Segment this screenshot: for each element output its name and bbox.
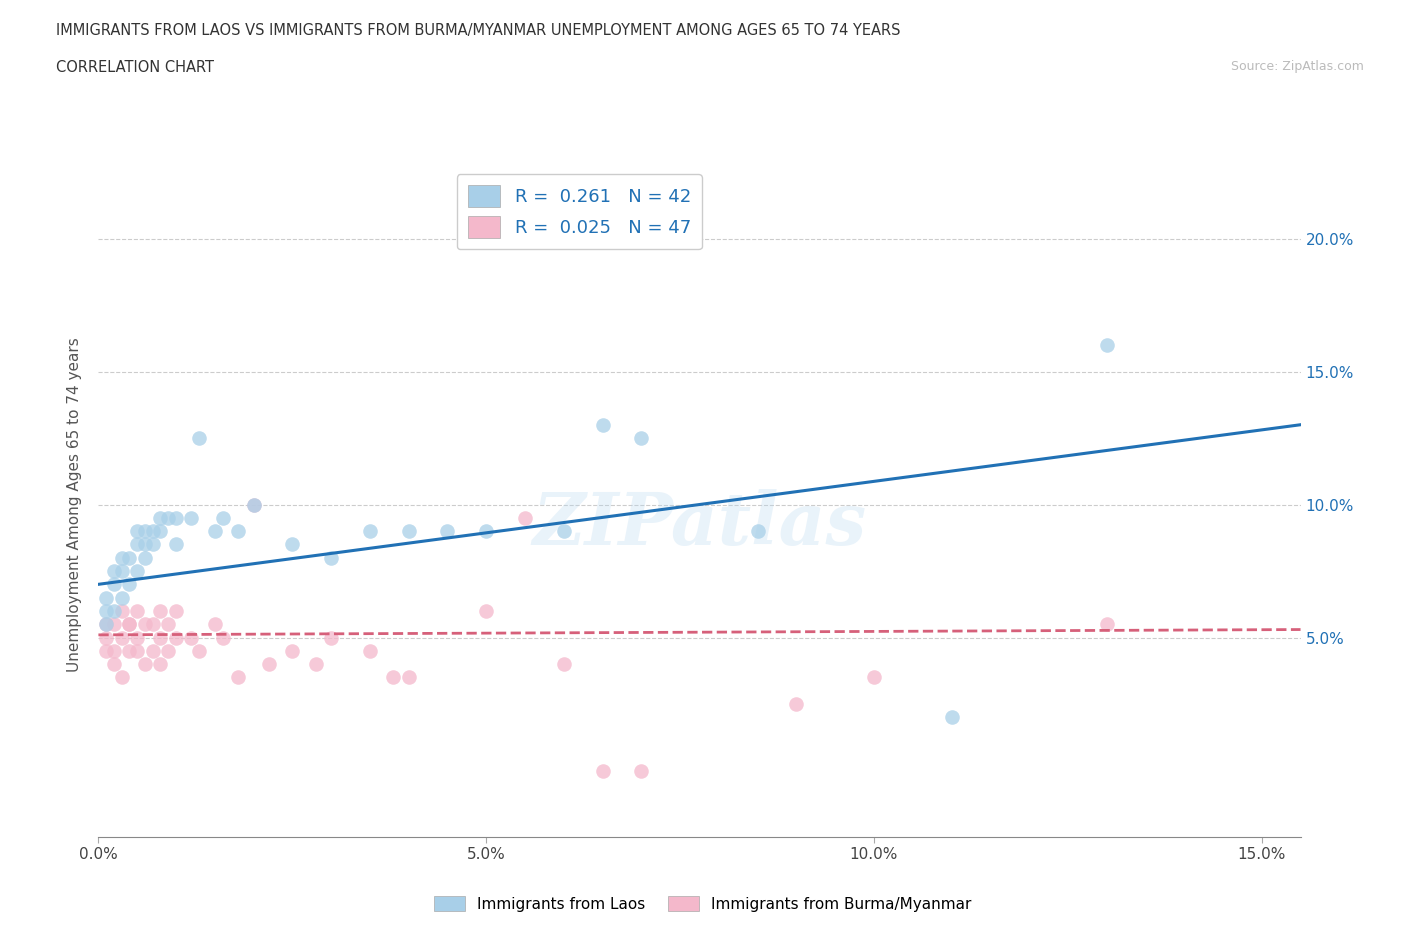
Point xyxy=(149,631,172,645)
Point xyxy=(96,617,118,631)
Point xyxy=(96,591,118,605)
Point xyxy=(111,670,134,684)
Point xyxy=(398,524,420,538)
Point xyxy=(941,710,963,724)
Point xyxy=(165,631,187,645)
Point xyxy=(863,670,886,684)
Point xyxy=(553,657,575,671)
Point xyxy=(157,511,180,525)
Point xyxy=(111,551,134,565)
Point xyxy=(134,524,156,538)
Point xyxy=(157,617,180,631)
Point xyxy=(103,577,125,591)
Point xyxy=(747,524,769,538)
Point xyxy=(513,511,536,525)
Point xyxy=(149,604,172,618)
Legend: Immigrants from Laos, Immigrants from Burma/Myanmar: Immigrants from Laos, Immigrants from Bu… xyxy=(429,889,977,918)
Point xyxy=(96,631,118,645)
Point xyxy=(134,551,156,565)
Point xyxy=(118,551,141,565)
Point xyxy=(142,617,165,631)
Point xyxy=(142,644,165,658)
Point xyxy=(127,644,149,658)
Point xyxy=(359,524,381,538)
Text: IMMIGRANTS FROM LAOS VS IMMIGRANTS FROM BURMA/MYANMAR UNEMPLOYMENT AMONG AGES 65: IMMIGRANTS FROM LAOS VS IMMIGRANTS FROM … xyxy=(56,23,901,38)
Point xyxy=(436,524,458,538)
Point xyxy=(257,657,280,671)
Point xyxy=(111,604,134,618)
Point xyxy=(1095,338,1118,352)
Point xyxy=(96,604,118,618)
Y-axis label: Unemployment Among Ages 65 to 74 years: Unemployment Among Ages 65 to 74 years xyxy=(67,338,83,671)
Point xyxy=(111,631,134,645)
Point xyxy=(382,670,405,684)
Point xyxy=(96,644,118,658)
Point xyxy=(785,697,807,711)
Point xyxy=(211,631,233,645)
Point xyxy=(118,617,141,631)
Point xyxy=(1095,617,1118,631)
Point xyxy=(165,604,187,618)
Point xyxy=(204,617,226,631)
Point xyxy=(242,498,264,512)
Point xyxy=(319,551,342,565)
Text: Source: ZipAtlas.com: Source: ZipAtlas.com xyxy=(1230,60,1364,73)
Point xyxy=(103,617,125,631)
Point xyxy=(111,564,134,578)
Point xyxy=(242,498,264,512)
Point xyxy=(165,511,187,525)
Point xyxy=(103,564,125,578)
Point xyxy=(359,644,381,658)
Point xyxy=(592,763,614,777)
Point xyxy=(204,524,226,538)
Point xyxy=(281,644,304,658)
Point xyxy=(211,511,233,525)
Point xyxy=(127,537,149,551)
Point xyxy=(103,644,125,658)
Point xyxy=(319,631,342,645)
Point xyxy=(592,418,614,432)
Point xyxy=(142,524,165,538)
Point xyxy=(188,431,211,445)
Point xyxy=(127,524,149,538)
Point xyxy=(127,564,149,578)
Text: CORRELATION CHART: CORRELATION CHART xyxy=(56,60,214,75)
Point xyxy=(149,511,172,525)
Point xyxy=(127,631,149,645)
Point xyxy=(103,604,125,618)
Point xyxy=(149,524,172,538)
Point xyxy=(553,524,575,538)
Text: ZIPatlas: ZIPatlas xyxy=(533,489,866,560)
Point xyxy=(142,537,165,551)
Point xyxy=(118,617,141,631)
Legend: R =  0.261   N = 42, R =  0.025   N = 47: R = 0.261 N = 42, R = 0.025 N = 47 xyxy=(457,175,702,249)
Point xyxy=(96,617,118,631)
Point xyxy=(630,431,652,445)
Point xyxy=(127,604,149,618)
Point xyxy=(226,524,249,538)
Point xyxy=(281,537,304,551)
Point xyxy=(134,537,156,551)
Point xyxy=(180,511,202,525)
Point xyxy=(630,763,652,777)
Point xyxy=(134,657,156,671)
Point xyxy=(475,604,498,618)
Point xyxy=(157,644,180,658)
Point xyxy=(165,537,187,551)
Point xyxy=(134,617,156,631)
Point xyxy=(226,670,249,684)
Point xyxy=(118,644,141,658)
Point xyxy=(475,524,498,538)
Point xyxy=(103,657,125,671)
Point xyxy=(118,577,141,591)
Point xyxy=(180,631,202,645)
Point xyxy=(304,657,326,671)
Point xyxy=(188,644,211,658)
Point xyxy=(398,670,420,684)
Point xyxy=(111,591,134,605)
Point xyxy=(149,657,172,671)
